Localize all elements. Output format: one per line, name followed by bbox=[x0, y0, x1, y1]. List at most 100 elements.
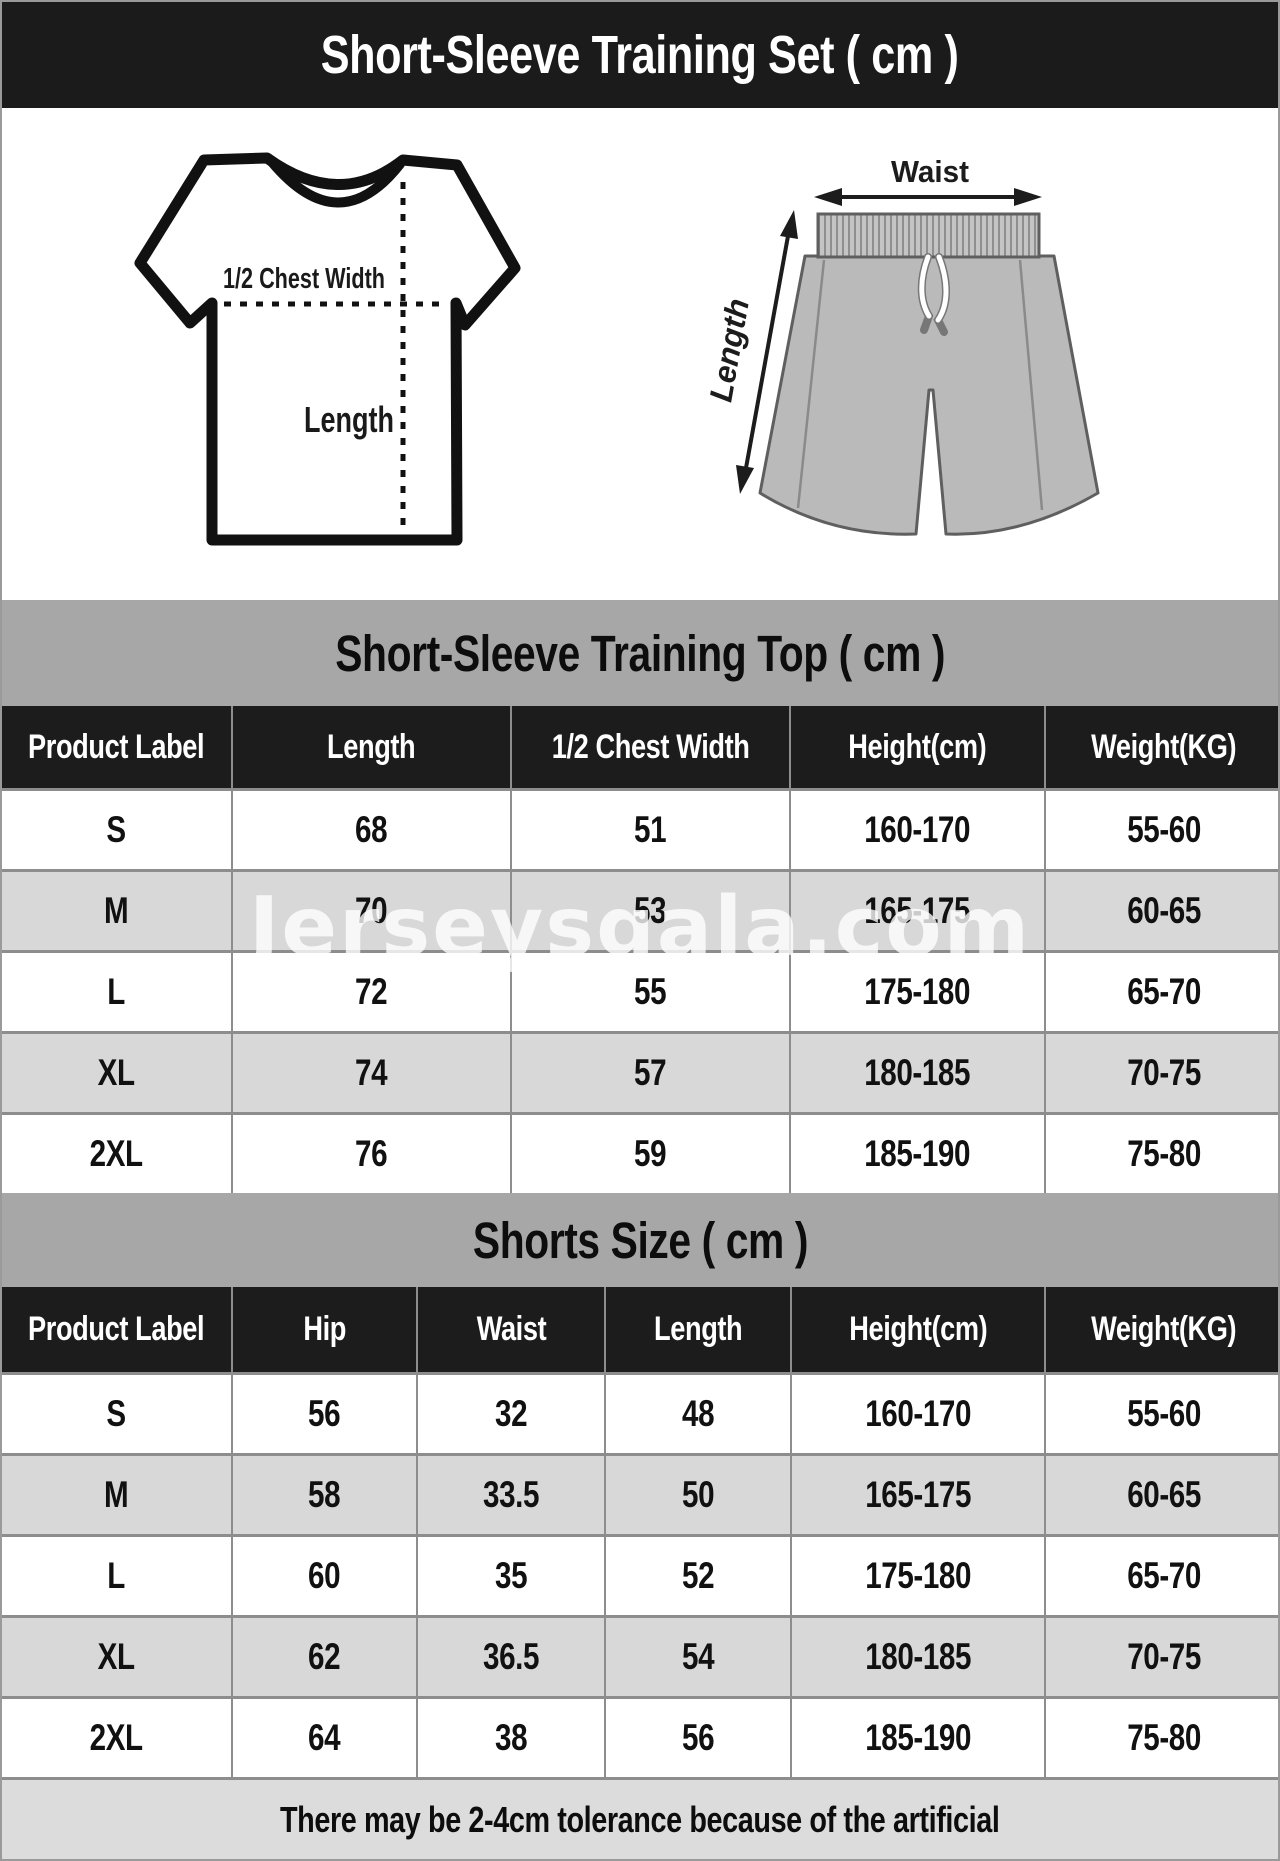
table-cell: 60-65 bbox=[1044, 1456, 1278, 1534]
table-cell: 55 bbox=[510, 953, 789, 1031]
column-header: Length bbox=[604, 1287, 790, 1372]
shorts-table-title: Shorts Size ( cm ) bbox=[472, 1211, 808, 1269]
table-row: L 72 55 175-180 65-70 bbox=[2, 950, 1278, 1031]
table-cell: 59 bbox=[510, 1115, 789, 1193]
table-cell: 68 bbox=[231, 791, 510, 869]
column-header: Height(cm) bbox=[789, 706, 1044, 788]
table-cell: 70-75 bbox=[1044, 1618, 1278, 1696]
column-header: Weight(KG) bbox=[1044, 1287, 1278, 1372]
waist-arrowhead-right bbox=[1014, 188, 1042, 206]
table-cell: 60 bbox=[231, 1537, 416, 1615]
row-label: XL bbox=[97, 1052, 136, 1093]
drawstring-right-cord-highlight bbox=[935, 254, 949, 323]
table-row: 2XL 76 59 185-190 75-80 bbox=[2, 1112, 1278, 1193]
table-cell: 32 bbox=[416, 1375, 604, 1453]
table-cell: 160-170 bbox=[790, 1375, 1044, 1453]
column-header: Product Label bbox=[28, 727, 205, 766]
table-cell: 160-170 bbox=[789, 791, 1044, 869]
shorts-length-arrowhead-bottom bbox=[736, 465, 754, 494]
column-header: Length bbox=[231, 706, 510, 788]
row-label: 2XL bbox=[89, 1133, 144, 1174]
shorts-length-arrow-line bbox=[744, 235, 790, 469]
table-cell: 75-80 bbox=[1044, 1699, 1278, 1777]
column-header: Height(cm) bbox=[790, 1287, 1044, 1372]
row-label: L bbox=[107, 1555, 126, 1596]
shorts-table-title-bar: Shorts Size ( cm ) bbox=[2, 1193, 1278, 1287]
table-cell: 72 bbox=[231, 953, 510, 1031]
table-cell: 76 bbox=[231, 1115, 510, 1193]
table-row: S 56 32 48 160-170 55-60 bbox=[2, 1372, 1278, 1453]
shorts-size-table: Product Label Hip Waist Length Height(cm) Wei… bbox=[2, 1287, 1278, 1777]
table-cell: 75-80 bbox=[1044, 1115, 1278, 1193]
top-table-title-bar: Short-Sleeve Training Top ( cm ) bbox=[2, 600, 1278, 706]
page-title-bar: Short-Sleeve Training Set ( cm ) bbox=[2, 2, 1278, 108]
table-cell: 175-180 bbox=[790, 1537, 1044, 1615]
row-label: S bbox=[106, 1393, 127, 1434]
table-header-row: Product Label Hip Waist Length Height(cm) Wei… bbox=[2, 1287, 1278, 1372]
table-row: M 58 33.5 50 165-175 60-65 bbox=[2, 1453, 1278, 1534]
shorts-body-shape bbox=[758, 254, 1100, 536]
drawstring-left-cord-highlight bbox=[919, 254, 932, 319]
table-cell: 33.5 bbox=[416, 1456, 604, 1534]
column-header: Weight(KG) bbox=[1044, 706, 1278, 788]
column-header: Hip bbox=[231, 1287, 416, 1372]
table-cell: 52 bbox=[604, 1537, 790, 1615]
row-label: L bbox=[107, 971, 126, 1012]
tolerance-note: There may be 2-4cm tolerance because of … bbox=[280, 1798, 1000, 1840]
tshirt-diagram: 1/2 Chest Width Length bbox=[134, 152, 521, 546]
column-header: 1/2 Chest Width bbox=[510, 706, 789, 788]
table-row: XL 74 57 180-185 70-75 bbox=[2, 1031, 1278, 1112]
table-cell: 180-185 bbox=[790, 1618, 1044, 1696]
top-table-title: Short-Sleeve Training Top ( cm ) bbox=[335, 624, 945, 682]
table-cell: 64 bbox=[231, 1699, 416, 1777]
table-cell: 180-185 bbox=[789, 1034, 1044, 1112]
page-title: Short-Sleeve Training Set ( cm ) bbox=[321, 25, 959, 85]
table-cell: 185-190 bbox=[790, 1699, 1044, 1777]
row-label: M bbox=[104, 890, 129, 931]
table-cell: 165-175 bbox=[790, 1456, 1044, 1534]
table-cell: 35 bbox=[416, 1537, 604, 1615]
table-cell: 38 bbox=[416, 1699, 604, 1777]
tshirt-outline-shape bbox=[134, 152, 521, 546]
shorts-left-crease-line bbox=[796, 259, 826, 509]
top-size-table: Product Label Length 1/2 Chest Width Height… bbox=[2, 706, 1278, 1193]
tshirt-half-chest-label: 1/2 Chest Width bbox=[223, 263, 385, 295]
tshirt-collar-shape bbox=[267, 157, 405, 208]
column-header: Waist bbox=[416, 1287, 604, 1372]
shorts-right-crease-line bbox=[1018, 259, 1044, 511]
table-row: L 60 35 52 175-180 65-70 bbox=[2, 1534, 1278, 1615]
row-label: M bbox=[104, 1474, 129, 1515]
table-cell: 60-65 bbox=[1044, 872, 1278, 950]
table-cell: 70 bbox=[231, 872, 510, 950]
table-cell: 55-60 bbox=[1044, 1375, 1278, 1453]
measurement-diagrams: 1/2 Chest Width Length bbox=[2, 108, 1278, 600]
table-cell: 74 bbox=[231, 1034, 510, 1112]
table-cell: 56 bbox=[231, 1375, 416, 1453]
table-cell: 175-180 bbox=[789, 953, 1044, 1031]
shorts-length-arrowhead-top bbox=[780, 210, 798, 239]
table-cell: 58 bbox=[231, 1456, 416, 1534]
table-cell: 56 bbox=[604, 1699, 790, 1777]
shorts-diagram: Waist Length bbox=[702, 154, 1100, 536]
table-cell: 65-70 bbox=[1044, 953, 1278, 1031]
shorts-waistband bbox=[816, 212, 1041, 259]
table-row: 2XL 64 38 56 185-190 75-80 bbox=[2, 1696, 1278, 1777]
table-header-row: Product Label Length 1/2 Chest Width Height… bbox=[2, 706, 1278, 788]
table-cell: 70-75 bbox=[1044, 1034, 1278, 1112]
table-cell: 57 bbox=[510, 1034, 789, 1112]
waist-arrowhead-left bbox=[814, 188, 842, 206]
table-row: M 70 53 165-175 60-65 bbox=[2, 869, 1278, 950]
row-label: XL bbox=[97, 1636, 136, 1677]
table-cell: 54 bbox=[604, 1618, 790, 1696]
tshirt-length-label: Length bbox=[304, 399, 394, 440]
shorts-length-label: Length bbox=[702, 296, 756, 405]
row-label: 2XL bbox=[89, 1717, 144, 1758]
table-cell: 36.5 bbox=[416, 1618, 604, 1696]
table-cell: 165-175 bbox=[789, 872, 1044, 950]
table-row: S 68 51 160-170 55-60 bbox=[2, 788, 1278, 869]
table-cell: 65-70 bbox=[1044, 1537, 1278, 1615]
table-cell: 55-60 bbox=[1044, 791, 1278, 869]
column-header: Product Label bbox=[28, 1310, 205, 1348]
table-cell: 51 bbox=[510, 791, 789, 869]
